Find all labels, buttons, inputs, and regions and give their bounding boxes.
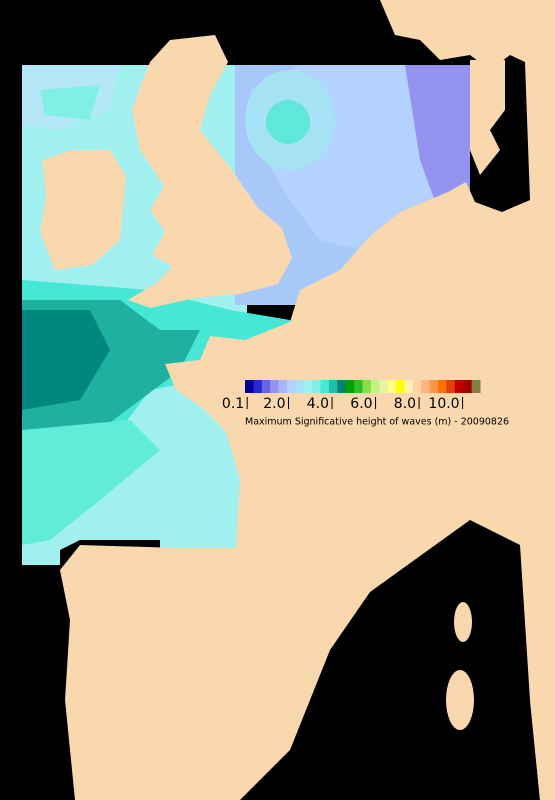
color-swatch [396,380,405,393]
islands [446,520,555,800]
color-swatch [328,380,338,393]
color-swatch [421,380,431,393]
color-swatch [446,380,456,393]
color-swatch [412,380,422,393]
color-swatch [295,380,305,393]
color-swatch [278,380,288,393]
tick-label: 8.0 [394,396,416,412]
color-swatch [454,380,464,393]
color-swatch [471,380,481,393]
tick-label: 2.0 [263,396,285,412]
tick-label: 10.0 [428,396,459,412]
color-swatch [245,380,254,393]
color-swatch [312,380,322,393]
color-swatch [286,380,296,393]
color-swatch [463,380,473,393]
color-swatch [303,380,313,393]
color-swatch [261,380,271,393]
tick-label: 0.1 [222,396,244,412]
color-swatch [345,380,355,393]
color-swatch [438,380,447,393]
mediterranean [240,520,540,800]
color-swatch [320,380,330,393]
color-swatch [387,380,397,393]
color-swatch [362,380,372,393]
color-swatch [404,380,414,393]
caption: Maximum Significative height of waves (m… [245,417,509,428]
color-swatch [379,380,389,393]
color-swatch [370,380,380,393]
color-swatch [253,380,263,393]
color-swatch [337,380,347,393]
color-swatch [429,380,439,393]
tick-label: 4.0 [307,396,329,412]
color-swatch [270,380,280,393]
wave-field [22,65,470,565]
color-swatch [354,380,363,393]
tick-label: 6.0 [350,396,372,412]
